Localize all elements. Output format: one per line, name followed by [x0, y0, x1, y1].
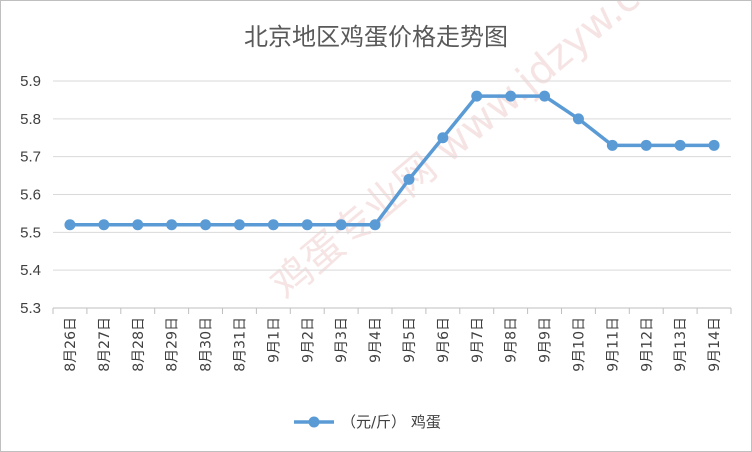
chart-title: 北京地区鸡蛋价格走势图 [244, 23, 508, 51]
data-point[interactable] [606, 139, 618, 151]
data-point[interactable] [64, 219, 76, 231]
x-tick-label: 9月2日 [300, 317, 316, 363]
data-point[interactable] [335, 219, 347, 231]
x-tick-label: 8月28日 [131, 317, 147, 372]
y-tick-label: 5.4 [20, 262, 41, 279]
gridlines [53, 80, 731, 309]
y-tick-label: 5.9 [20, 73, 41, 90]
legend-label: （元/斤） 鸡蛋 [341, 413, 441, 431]
data-point[interactable] [505, 90, 517, 102]
x-tick-label: 9月11日 [605, 317, 621, 372]
data-point[interactable] [233, 219, 245, 231]
x-tick-label: 9月5日 [402, 317, 418, 363]
x-tick-label: 9月7日 [470, 317, 486, 363]
y-tick-label: 5.3 [20, 300, 41, 317]
x-tick-label: 8月31日 [232, 317, 248, 372]
x-tick-label: 9月1日 [266, 317, 282, 363]
series-layer [64, 90, 720, 231]
x-tick-label: 9月3日 [334, 317, 350, 363]
data-point[interactable] [708, 139, 720, 151]
legend-marker [308, 416, 320, 428]
x-tick-label: 8月27日 [97, 317, 113, 372]
x-tick-label: 8月29日 [165, 317, 181, 372]
y-tick-label: 5.8 [20, 111, 41, 128]
x-tick-label: 9月9日 [538, 317, 554, 363]
data-point[interactable] [640, 139, 652, 151]
series-line [69, 94, 715, 227]
data-point[interactable] [403, 173, 415, 185]
y-tick-label: 5.6 [20, 187, 41, 204]
data-point[interactable] [539, 90, 551, 102]
data-point[interactable] [369, 219, 381, 231]
data-point[interactable] [674, 139, 686, 151]
y-tick-label: 5.7 [20, 149, 41, 166]
data-point[interactable] [437, 132, 449, 144]
x-tick-label: 9月8日 [504, 317, 520, 363]
x-tick-label: 9月14日 [707, 317, 723, 372]
data-point[interactable] [471, 90, 483, 102]
x-tick-label: 9月10日 [571, 317, 587, 372]
data-point[interactable] [267, 219, 279, 231]
x-axis: 8月26日 8月27日 8月28日 8月29日 8月30日 8月31日 9月1日 9月2日 9月… [52, 308, 732, 372]
legend[interactable]: （元/斤） 鸡蛋 [294, 413, 441, 431]
x-tick-label: 8月26日 [63, 317, 79, 372]
data-point[interactable] [572, 113, 584, 125]
data-point[interactable] [301, 219, 313, 231]
data-point[interactable] [132, 219, 144, 231]
data-point[interactable] [200, 219, 212, 231]
x-tick-label: 9月6日 [436, 317, 452, 363]
y-tick-label: 5.5 [20, 224, 41, 241]
data-point[interactable] [166, 219, 178, 231]
x-tick-label: 9月4日 [368, 317, 384, 363]
x-tick-label: 9月12日 [639, 317, 655, 372]
y-axis: 5.3 5.4 5.5 5.6 5.7 5.8 5.9 [20, 73, 41, 317]
x-tick-label: 9月13日 [673, 317, 689, 372]
x-tick-label: 8月30日 [199, 317, 215, 372]
data-point[interactable] [98, 219, 110, 231]
